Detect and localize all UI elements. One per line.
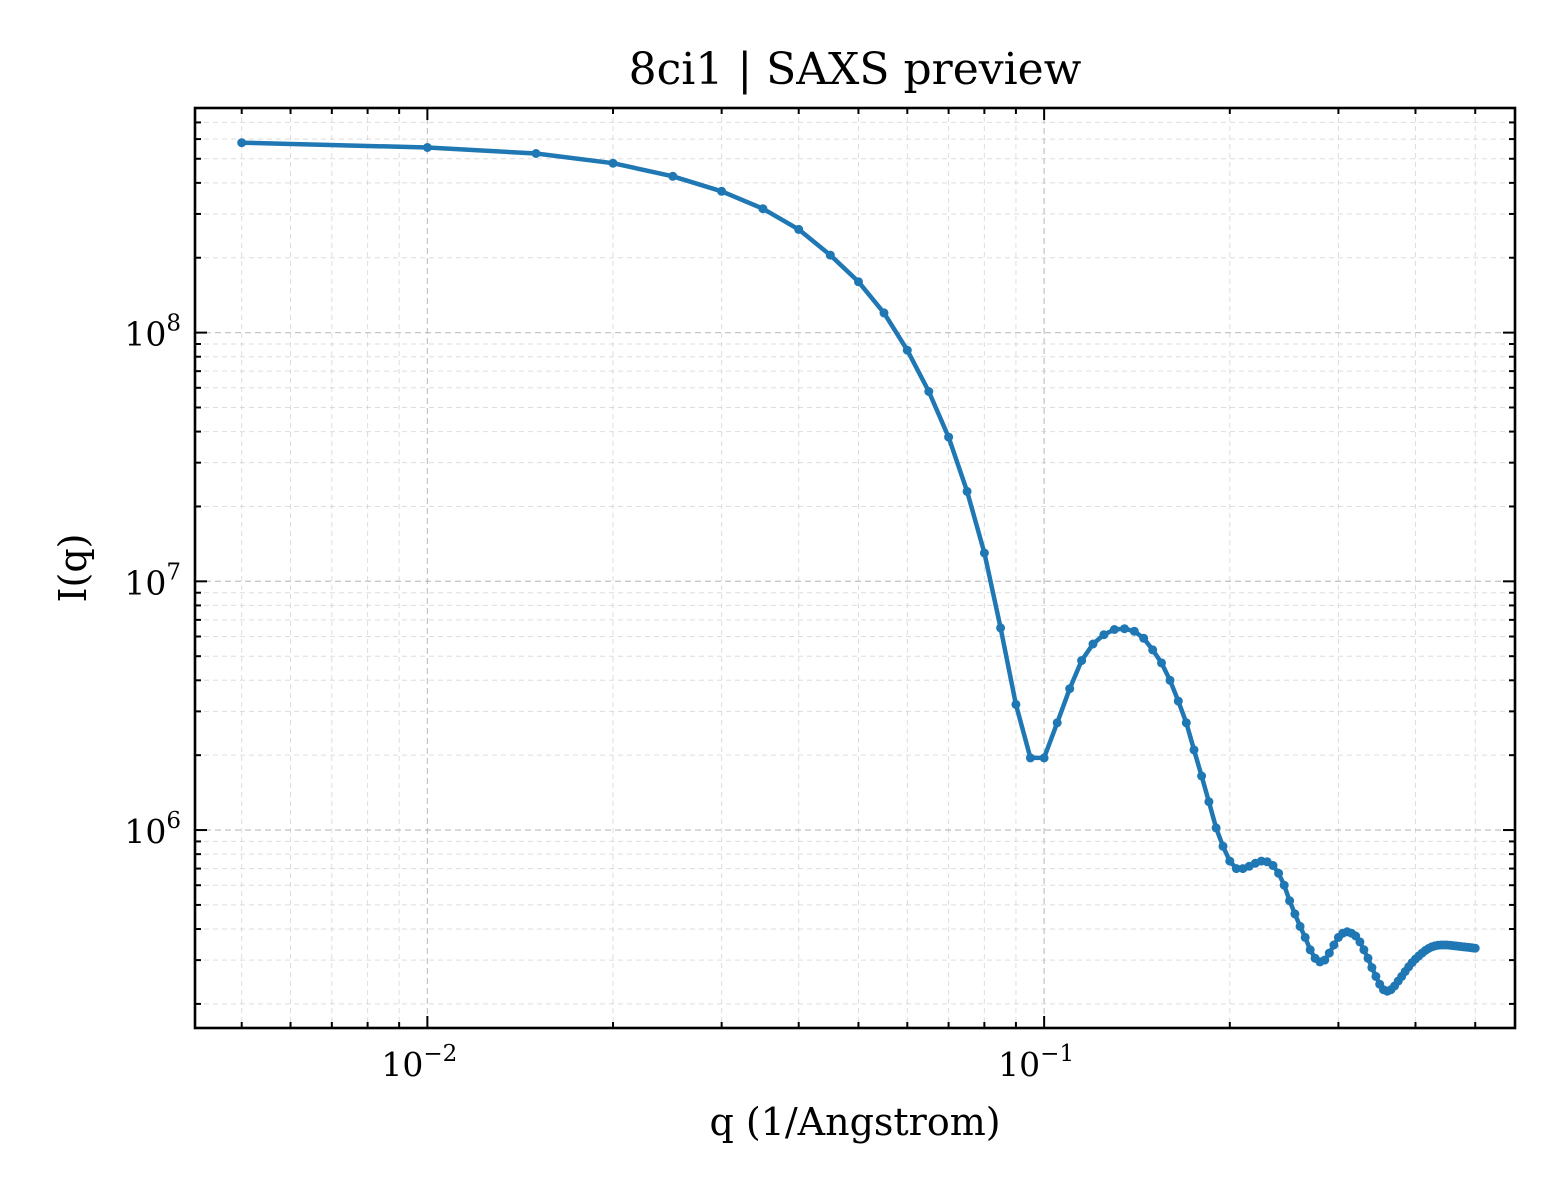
plot-frame <box>193 106 1517 1030</box>
data-point <box>531 149 541 158</box>
data-point <box>1279 880 1289 890</box>
data-point <box>758 204 768 214</box>
data-point <box>1225 856 1235 866</box>
grid-lines <box>195 107 1515 1028</box>
data-point <box>794 224 804 234</box>
data-point <box>1295 921 1305 931</box>
x-tick-label: 10−2 <box>381 1041 457 1084</box>
data-point <box>1320 955 1330 965</box>
data-point <box>1268 861 1278 870</box>
data-point <box>1218 841 1228 851</box>
data-point <box>1355 937 1365 947</box>
y-tick-label-exp: 8 <box>166 311 181 337</box>
data-point <box>1148 645 1158 655</box>
data-point <box>1324 948 1334 958</box>
data-point <box>902 345 912 355</box>
data-point <box>825 250 835 260</box>
data-point <box>1305 945 1315 955</box>
data-point <box>422 143 432 152</box>
data-point <box>608 158 618 168</box>
data-point <box>1300 932 1310 942</box>
data-point <box>1039 753 1049 763</box>
data-point <box>944 432 954 442</box>
data-point <box>1290 909 1300 919</box>
data-point <box>1025 753 1035 763</box>
data-point <box>1099 630 1109 640</box>
data-point <box>668 171 678 181</box>
data-point <box>1052 718 1062 728</box>
y-tick-label-base: 10 <box>124 563 166 602</box>
data-point <box>1371 971 1381 981</box>
data-point <box>879 308 889 318</box>
data-point <box>1329 940 1339 950</box>
data-point <box>1173 696 1183 706</box>
data-point <box>1211 823 1221 833</box>
data-point <box>1129 626 1139 636</box>
x-axis-label: q (1/Angstrom) <box>709 1100 1000 1144</box>
data-point <box>1204 797 1214 807</box>
data-point <box>1189 745 1199 755</box>
data-point <box>1077 656 1087 666</box>
y-tick-label-exp: 6 <box>166 808 181 834</box>
data-point <box>1274 868 1284 878</box>
data-series <box>237 138 1480 996</box>
y-axis-label: I(q) <box>51 534 95 603</box>
y-tick-label-base: 10 <box>124 812 166 851</box>
x-tick-label-base: 10 <box>998 1045 1040 1084</box>
data-point <box>717 186 727 196</box>
x-tick-label-base: 10 <box>381 1045 423 1084</box>
data-point <box>1181 718 1191 728</box>
data-point <box>1285 896 1295 906</box>
y-tick-label-exp: 7 <box>166 559 181 585</box>
data-point <box>1157 658 1166 668</box>
data-point <box>1165 675 1175 685</box>
chart-title: 8ci1 | SAXS preview <box>629 44 1082 95</box>
data-point <box>854 277 863 287</box>
data-point <box>1088 639 1098 649</box>
data-point <box>979 548 989 558</box>
data-point <box>962 486 972 496</box>
data-point <box>1065 684 1075 694</box>
data-point <box>1139 633 1149 643</box>
data-point <box>1470 943 1480 953</box>
x-tick-label-exp: −2 <box>423 1041 457 1067</box>
data-point <box>1197 771 1207 781</box>
y-tick-label-base: 10 <box>124 315 166 354</box>
data-point <box>996 623 1006 633</box>
y-tick-label: 106 <box>124 808 181 851</box>
data-point <box>237 138 247 148</box>
data-point <box>1367 963 1377 973</box>
data-point <box>1363 953 1373 963</box>
x-tick-label: 10−1 <box>998 1041 1074 1084</box>
data-point <box>1120 624 1129 634</box>
axis-ticks <box>195 107 1515 1028</box>
x-tick-label-exp: −1 <box>1040 1041 1074 1067</box>
y-tick-label: 107 <box>124 559 181 602</box>
data-point <box>924 387 934 396</box>
data-point <box>1109 625 1119 634</box>
data-point <box>1011 699 1021 709</box>
data-point <box>1231 864 1241 874</box>
data-point <box>1359 945 1369 955</box>
y-tick-label: 108 <box>124 311 181 354</box>
